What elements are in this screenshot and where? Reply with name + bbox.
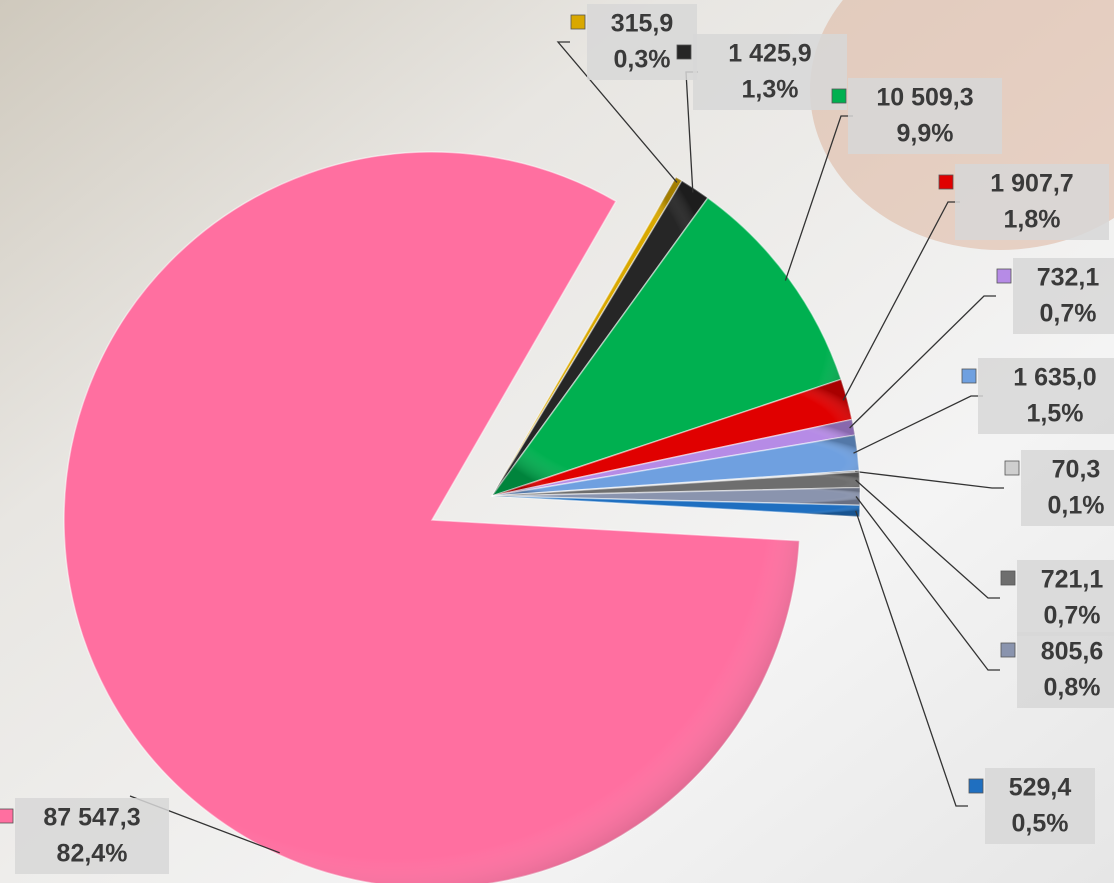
value-label: 805,6 <box>1041 638 1104 666</box>
percent-label: 82,4% <box>57 840 128 868</box>
percent-label: 0,7% <box>1044 602 1101 630</box>
value-label: 87 547,3 <box>43 804 140 832</box>
label-box <box>15 798 169 874</box>
label-box <box>1017 632 1114 708</box>
label-marker <box>1000 642 1016 658</box>
label-marker <box>831 88 847 104</box>
value-label: 1 635,0 <box>1013 364 1096 392</box>
label-box <box>955 164 1109 240</box>
label-marker <box>938 174 954 190</box>
leader-line <box>849 295 996 429</box>
percent-label: 0,8% <box>1044 674 1101 702</box>
label-box <box>587 4 697 80</box>
percent-label: 1,3% <box>742 76 799 104</box>
percent-label: 1,8% <box>1004 206 1061 234</box>
value-label: 315,9 <box>611 10 674 38</box>
percent-label: 0,5% <box>1012 810 1069 838</box>
label-box <box>985 768 1095 844</box>
value-label: 529,4 <box>1009 774 1072 802</box>
label-marker <box>570 14 586 30</box>
label-box <box>1017 560 1114 636</box>
label-marker <box>0 808 14 824</box>
label-box <box>1013 258 1114 334</box>
label-box <box>693 34 847 110</box>
value-label: 70,3 <box>1052 456 1101 484</box>
label-marker <box>1000 570 1016 586</box>
label-marker <box>676 44 692 60</box>
leader-line <box>855 470 1004 489</box>
value-label: 10 509,3 <box>876 84 973 112</box>
leader-line <box>556 41 678 183</box>
label-marker <box>1004 460 1020 476</box>
leader-line <box>855 479 1000 599</box>
value-label: 732,1 <box>1037 264 1100 292</box>
percent-label: 0,3% <box>614 46 671 74</box>
percent-label: 1,5% <box>1027 400 1084 428</box>
value-label: 1 425,9 <box>728 40 811 68</box>
percent-label: 0,7% <box>1040 300 1097 328</box>
leader-line <box>855 510 968 807</box>
label-box <box>1021 450 1114 526</box>
value-label: 721,1 <box>1041 566 1104 594</box>
value-label: 1 907,7 <box>990 170 1073 198</box>
label-marker <box>996 268 1012 284</box>
label-box <box>848 78 1002 154</box>
percent-label: 9,9% <box>897 120 954 148</box>
percent-label: 0,1% <box>1048 492 1105 520</box>
label-marker <box>961 368 977 384</box>
leader-line <box>855 496 1000 671</box>
label-marker <box>968 778 984 794</box>
label-box <box>978 358 1114 434</box>
